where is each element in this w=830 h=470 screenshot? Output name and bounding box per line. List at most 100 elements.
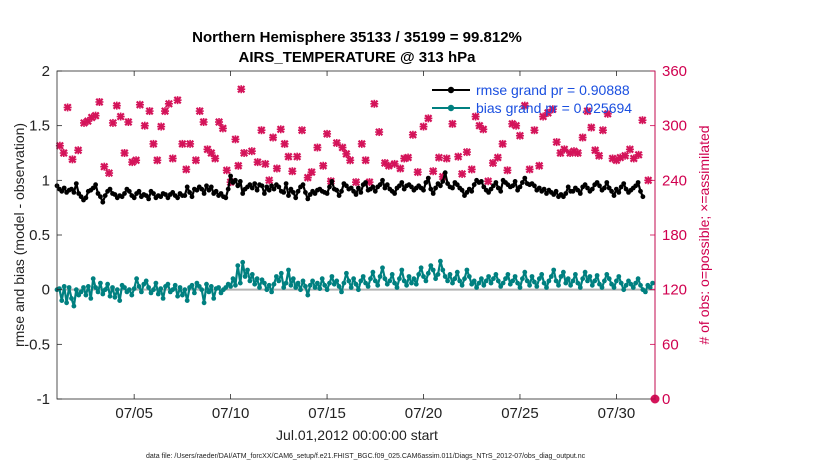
rmse-point (122, 191, 127, 196)
bias-point (556, 282, 561, 288)
rmse-point (445, 181, 450, 187)
rmse-point (428, 186, 434, 192)
bias-point (609, 281, 614, 287)
rmse-point (495, 185, 501, 191)
rmse-point (327, 184, 332, 190)
bias-point (160, 296, 166, 301)
bias-point (271, 281, 277, 287)
obs-assimilated-point (352, 178, 360, 187)
bias-point (293, 285, 299, 290)
bias-point (394, 285, 400, 290)
obs-assimilated-point (124, 118, 133, 127)
obs-assimilated-point (253, 158, 262, 167)
obs-assimilated-point (530, 126, 539, 135)
legend: rmse grand pr = 0.90888 bias grand pr = … (432, 82, 632, 116)
obs-assimilated-point (120, 149, 129, 157)
rmse-point (633, 183, 639, 189)
bias-point (204, 281, 209, 287)
rmse-point (344, 183, 349, 189)
obs-assimilated-point (583, 107, 592, 116)
bias-point (245, 267, 250, 273)
bias-point (633, 280, 639, 286)
bias-point (623, 282, 629, 288)
bias-point (512, 274, 518, 279)
bias-point (81, 285, 86, 290)
rmse-point (131, 195, 137, 201)
bias-point (604, 272, 610, 277)
rmse-point (283, 181, 289, 187)
bias-point (433, 276, 438, 282)
rmse-point (382, 185, 388, 191)
rmse-point (479, 179, 484, 184)
obs-assimilated-point (234, 161, 243, 170)
rmse-point (623, 186, 629, 192)
obs-assimilated-point (479, 125, 488, 134)
rmse-point (438, 183, 443, 189)
obs-assimilated-point (68, 155, 77, 164)
bias-point (172, 282, 178, 288)
obs-assimilated-point (396, 164, 405, 173)
bias-point (650, 280, 655, 286)
rmse-point (143, 193, 149, 199)
bias-point (93, 285, 98, 290)
obs-assimilated-point (419, 122, 428, 131)
rmse-point (450, 185, 455, 191)
x-tick-label: 07/15 (308, 405, 346, 422)
rmse-point (235, 183, 241, 189)
bias-point (507, 281, 513, 287)
rmse-point (194, 187, 200, 193)
legend-rmse-marker (447, 86, 455, 94)
obs-assimilated-point (95, 97, 104, 106)
bias-point (539, 272, 545, 277)
bias-point (450, 280, 455, 286)
bias-point (59, 298, 65, 303)
obs-assimilated-point (297, 126, 306, 135)
obs-assimilated-point (413, 168, 422, 177)
bias-point (522, 269, 528, 275)
y-left-tick-label: 1.5 (29, 118, 50, 135)
rmse-point (486, 190, 491, 195)
rmse-point (597, 183, 602, 189)
bias-point (122, 285, 127, 290)
y-axis-label-right: # of obs: o=possible; ×=assimilated (696, 125, 712, 344)
rmse-point (281, 190, 287, 195)
rmse-point (73, 181, 79, 187)
bias-point (286, 267, 291, 273)
obs-assimilated-point (365, 178, 374, 187)
rmse-point (536, 185, 542, 191)
obs-assimilated-point (323, 129, 332, 138)
bias-point (240, 259, 246, 265)
y-right-tick-label: 120 (662, 282, 687, 299)
obs-assimilated-point (591, 146, 600, 155)
bias-point (647, 285, 653, 290)
bias-point (628, 281, 634, 287)
rmse-point (553, 188, 559, 194)
rmse-point (392, 191, 397, 196)
bias-point (288, 282, 294, 288)
rmse-point (370, 184, 376, 190)
bias-point (112, 294, 118, 300)
obs-assimilated-point (100, 162, 109, 171)
bias-point (242, 274, 248, 279)
bias-point (230, 276, 236, 282)
rmse-point (520, 180, 525, 185)
bias-point (392, 280, 397, 286)
bias-point (375, 282, 381, 288)
bias-point (457, 278, 463, 284)
bias-point (409, 280, 414, 286)
bias-point (548, 274, 554, 279)
bias-point (435, 272, 441, 277)
obs-assimilated-point (112, 101, 121, 110)
obs-assimilated-point (595, 151, 604, 160)
bias-point (298, 287, 303, 293)
bias-point (319, 276, 325, 282)
obs-assimilated-point (116, 112, 125, 121)
bias-point (563, 280, 569, 286)
bias-point (223, 285, 229, 290)
bias-point (614, 278, 619, 284)
obs-assimilated-point (257, 126, 266, 135)
rmse-point (249, 185, 255, 191)
bias-point (269, 289, 274, 295)
bias-point (170, 287, 176, 293)
obs-assimilated-point (621, 151, 630, 160)
